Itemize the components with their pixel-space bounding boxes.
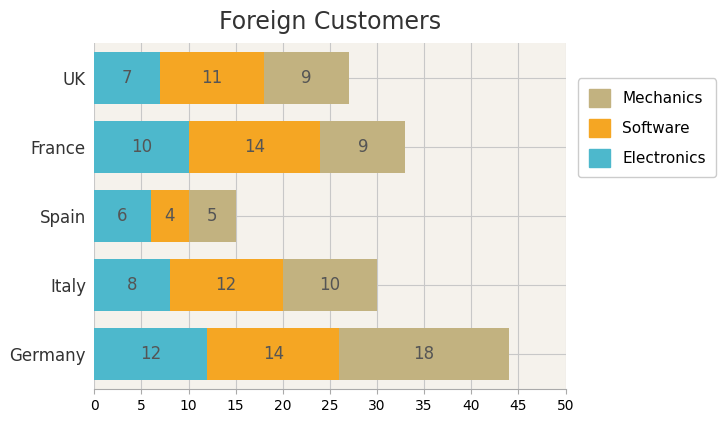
Text: 18: 18 [413, 345, 435, 363]
Bar [151, 190, 188, 242]
Bar [188, 190, 236, 242]
Text: 10: 10 [130, 138, 152, 156]
Title: Foreign Customers: Foreign Customers [219, 10, 441, 34]
Text: 6: 6 [117, 207, 128, 225]
Text: 12: 12 [140, 345, 162, 363]
Bar [207, 328, 339, 380]
Text: 9: 9 [301, 69, 312, 87]
Text: 10: 10 [319, 276, 341, 294]
Bar [170, 259, 283, 311]
Text: 14: 14 [244, 138, 265, 156]
Bar [94, 121, 188, 173]
Bar [94, 52, 160, 104]
Legend: Mechanics, Software, Electronics: Mechanics, Software, Electronics [578, 79, 716, 177]
Text: 11: 11 [202, 69, 223, 87]
Text: 8: 8 [127, 276, 137, 294]
Text: 12: 12 [215, 276, 237, 294]
Bar [283, 259, 377, 311]
Bar [339, 328, 509, 380]
Text: 4: 4 [165, 207, 175, 225]
Bar [188, 121, 320, 173]
Text: 7: 7 [122, 69, 133, 87]
Bar [94, 328, 207, 380]
Text: 9: 9 [357, 138, 368, 156]
Bar [160, 52, 264, 104]
Bar [94, 259, 170, 311]
Bar [94, 190, 151, 242]
Text: 14: 14 [262, 345, 284, 363]
Bar [320, 121, 405, 173]
Bar [264, 52, 349, 104]
Text: 5: 5 [207, 207, 217, 225]
